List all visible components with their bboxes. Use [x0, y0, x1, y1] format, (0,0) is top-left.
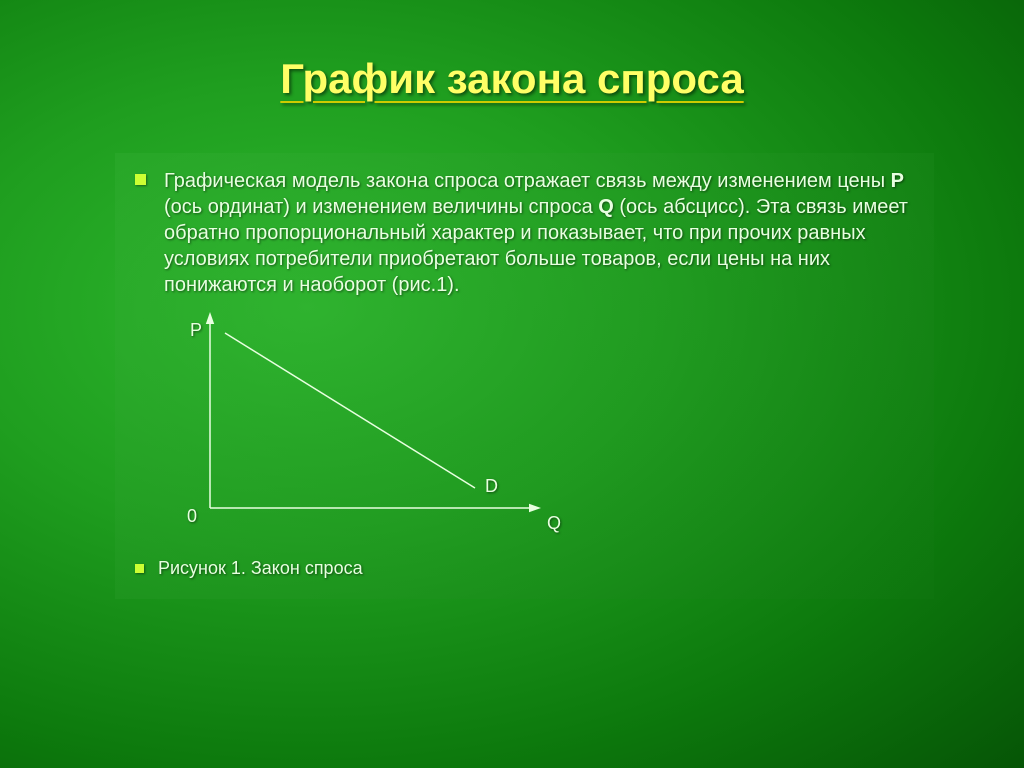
- slide-title: График закона спроса: [0, 0, 1024, 103]
- demand-chart: P 0 D Q: [165, 308, 565, 538]
- demand-line-label: D: [485, 476, 498, 497]
- origin-label: 0: [187, 506, 197, 527]
- para-p: Р: [891, 170, 904, 192]
- chart-svg: [165, 308, 565, 538]
- main-bullet: Графическая модель закона спроса отражае…: [135, 168, 914, 298]
- bullet-icon: [135, 174, 146, 185]
- figure-caption: Рисунок 1. Закон спроса: [135, 558, 914, 579]
- caption-text: Рисунок 1. Закон спроса: [158, 558, 363, 579]
- para-pre: Графическая модель закона спроса отражае…: [164, 170, 891, 192]
- para-q: Q: [598, 196, 614, 218]
- caption-bullet-icon: [135, 564, 144, 573]
- content-box: Графическая модель закона спроса отражае…: [115, 153, 934, 599]
- main-paragraph: Графическая модель закона спроса отражае…: [164, 168, 914, 298]
- x-axis-label: Q: [547, 513, 561, 534]
- para-mid1: (ось ординат) и изменением величины спро…: [164, 196, 598, 218]
- y-axis-label: P: [190, 320, 202, 341]
